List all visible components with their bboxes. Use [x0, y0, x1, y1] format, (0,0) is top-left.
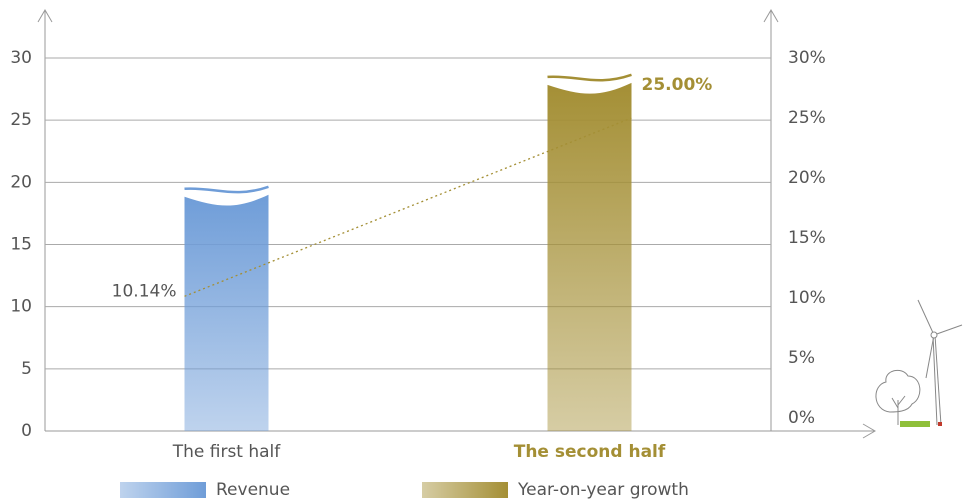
data-label: 25.00% [642, 75, 713, 95]
y-tick-label: 10 [10, 297, 32, 317]
y2-tick-label: 30% [788, 48, 826, 68]
bar [547, 82, 632, 431]
legend-label: Year-on-year growth [517, 480, 689, 500]
x-tick-label: The first half [172, 442, 282, 462]
x-axis [45, 423, 876, 439]
axes [37, 9, 876, 439]
y2-tick-label: 0% [788, 408, 815, 428]
y-tick-label: 15 [10, 235, 32, 255]
legend-label: Revenue [216, 480, 290, 500]
y-tick-label: 30 [10, 48, 32, 68]
x-tick-label: The second half [514, 442, 666, 462]
legend-swatch [422, 482, 508, 498]
y2-tick-label: 5% [788, 348, 815, 368]
line [184, 117, 632, 297]
y-axis [37, 9, 53, 431]
decoration [875, 299, 963, 427]
y2-tick-label: 25% [788, 108, 826, 128]
bar [184, 194, 269, 431]
y-tick-label: 5 [21, 359, 32, 379]
bar-break [184, 185, 269, 194]
data-label: 10.14% [112, 281, 177, 301]
bar-break [547, 73, 632, 82]
y2-tick-label: 10% [788, 288, 826, 308]
legend-swatch [120, 482, 206, 498]
y2-axis [763, 9, 779, 431]
y2-tick-label: 20% [788, 168, 826, 188]
y-tick-label: 25 [10, 110, 32, 130]
y-tick-label: 0 [21, 421, 32, 441]
y2-tick-label: 15% [788, 228, 826, 248]
y-tick-label: 20 [10, 172, 32, 192]
